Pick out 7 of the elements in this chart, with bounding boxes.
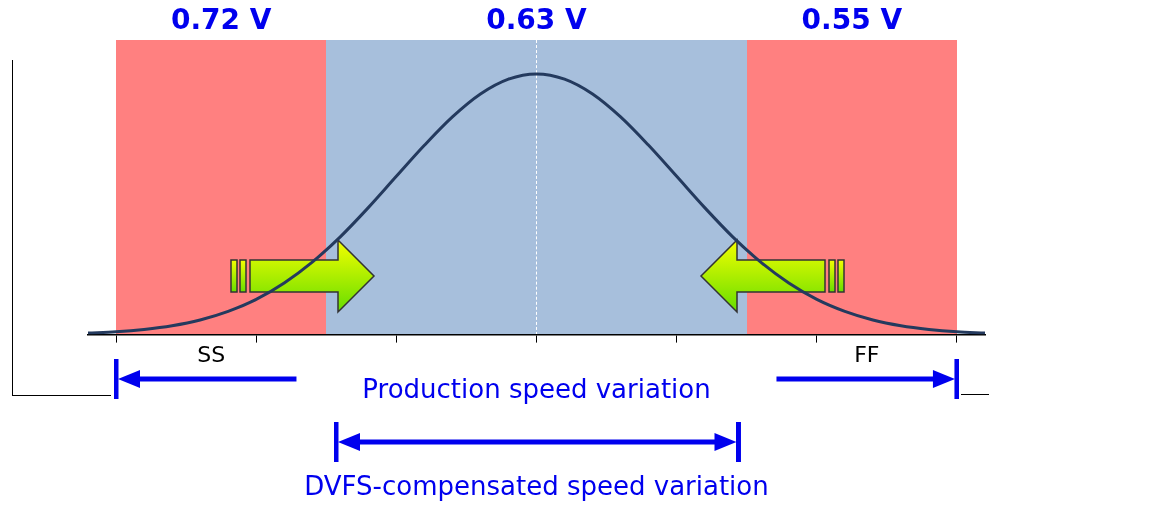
text: 0.72 V (170, 3, 272, 37)
text: DVFS-compensated speed variation (304, 471, 769, 502)
text: Production speed variation (362, 374, 711, 405)
text: SS (197, 342, 226, 368)
text: FF (854, 342, 880, 368)
text: 0.63 V (486, 3, 588, 37)
text: 0.55 V (801, 3, 903, 37)
